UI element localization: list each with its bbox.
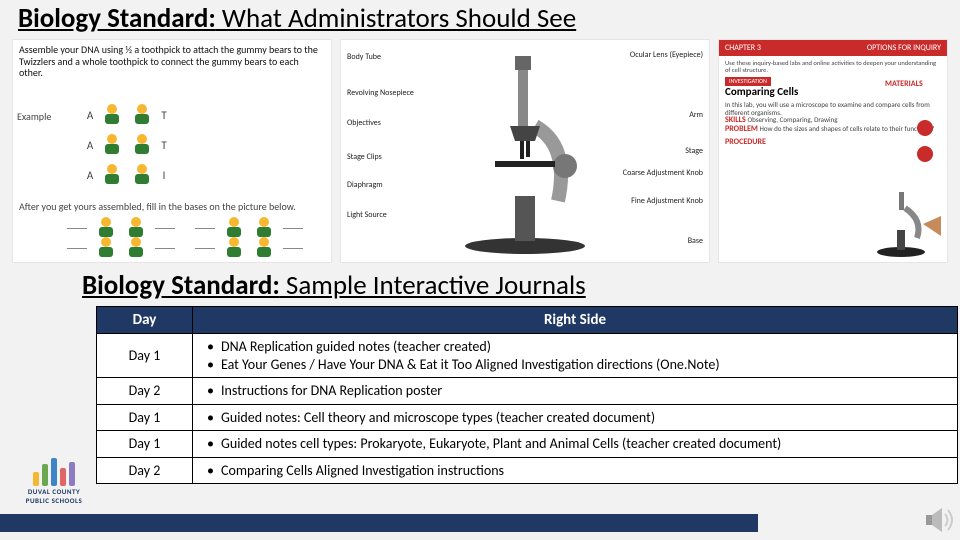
dna-bottom-text: After you get yours assembled, fill in t… [19,200,296,213]
th-right-side: Right Side [193,307,958,334]
day-cell: Day 2 [97,457,193,484]
list-item: Eat Your Genes / Have Your DNA & Eat it … [201,356,949,374]
table-row: Day 1 DNA Replication guided notes (teach… [97,334,958,378]
table-row: Day 2 Instructions for DNA Replication po… [97,378,958,405]
list-item: Guided notes: Cell theory and microscope… [201,409,949,427]
day-cell: Day 1 [97,404,193,431]
dna-example-grid: ATATAI [83,100,171,190]
dna-blank-grid [63,218,307,258]
list-item: Instructions for DNA Replication poster [201,382,949,400]
dna-example-label: Example [17,110,51,123]
dna-worksheet-image: Assemble your DNA using ½ a toothpick to… [12,39,332,263]
right-side-cell: Guided notes: Cell theory and microscope… [193,404,958,431]
list-item: Guided notes cell types: Prokaryote, Euk… [201,435,949,453]
heading-journals-rest: Sample Interactive Journals [280,269,586,302]
right-side-cell: DNA Replication guided notes (teacher cr… [193,334,958,378]
day-cell: Day 1 [97,334,193,378]
heading-admin-bold: Biology Standard: [18,2,216,35]
textbook-page-image: CHAPTER 3 OPTIONS FOR INQUIRY Use these … [718,39,948,263]
heading-admin: Biology Standard: What Administrators Sh… [0,0,960,37]
microscope-diagram-image: Body Tube Revolving Nosepiece Objectives… [340,39,710,263]
dna-intro-2: Twizzlers and a whole toothpick to conne… [19,56,325,68]
heading-journals-bold: Biology Standard: [82,269,280,302]
artifact-row: Assemble your DNA using ½ a toothpick to… [0,37,960,269]
microscope-icon [440,46,610,256]
footer-band [0,514,758,532]
heading-journals: Biology Standard: Sample Interactive Jou… [0,269,960,306]
list-item: DNA Replication guided notes (teacher cr… [201,338,949,356]
list-item: Comparing Cells Aligned Investigation in… [201,462,949,480]
day-cell: Day 2 [97,378,193,405]
textbook-microscope-icon [873,188,943,258]
duval-county-logo: DUVAL COUNTY PUBLIC SCHOOLS [16,456,92,504]
textbook-header: CHAPTER 3 OPTIONS FOR INQUIRY [719,40,947,56]
table-row: Day 1 Guided notes: Cell theory and micro… [97,404,958,431]
right-side-cell: Instructions for DNA Replication poster [193,378,958,405]
heading-admin-rest: What Administrators Should See [216,2,576,35]
journal-table: Day Right Side Day 1 DNA Replication guid… [96,306,958,484]
right-side-cell: Guided notes cell types: Prokaryote, Euk… [193,431,958,458]
table-row: Day 1 Guided notes cell types: Prokaryote… [97,431,958,458]
speaker-icon[interactable] [922,502,958,538]
right-side-cell: Comparing Cells Aligned Investigation in… [193,457,958,484]
logo-bars-icon [16,456,92,486]
dna-intro-1: Assemble your DNA using ½ a toothpick to… [19,44,325,56]
table-row: Day 2 Comparing Cells Aligned Investigati… [97,457,958,484]
dna-intro-3: other. [19,67,325,79]
day-cell: Day 1 [97,431,193,458]
th-day: Day [97,307,193,334]
